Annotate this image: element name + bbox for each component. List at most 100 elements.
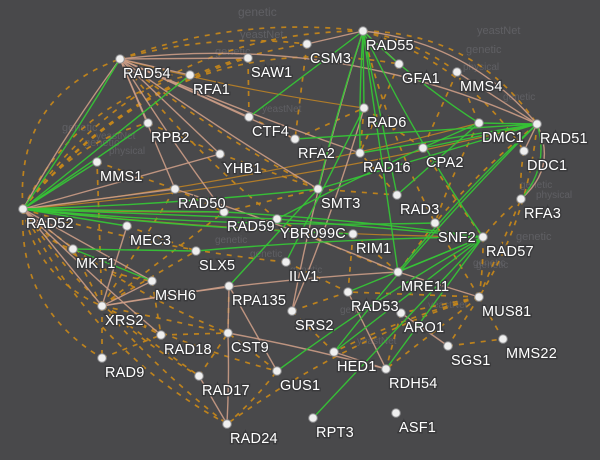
node-RPA135[interactable] — [224, 281, 234, 291]
node-label-MRE11: MRE11 — [401, 279, 449, 295]
edge-XRS2-GUS1 — [101, 305, 278, 372]
edge-RAD52-ILV1 — [22, 208, 287, 263]
node-MMS4[interactable] — [452, 67, 462, 77]
node-RAD57[interactable] — [478, 232, 488, 242]
node-label-RPB2: RPB2 — [151, 130, 190, 146]
node-CTF4[interactable] — [244, 112, 254, 122]
network-source-watermark: physical — [536, 190, 572, 201]
node-RAD52[interactable] — [18, 204, 28, 214]
edge-RAD54-RAD51 — [119, 52, 538, 125]
node-RAD51[interactable] — [532, 119, 542, 129]
node-RAD55[interactable] — [358, 26, 368, 36]
node-RAD9[interactable] — [97, 353, 107, 363]
node-DMC1[interactable] — [474, 118, 484, 128]
node-ASF1[interactable] — [391, 408, 401, 418]
node-MUS81[interactable] — [474, 292, 484, 302]
edge-MUS81-RDH54 — [385, 296, 480, 370]
node-label-GUS1: GUS1 — [280, 378, 320, 394]
edge-SRS2-RAD53 — [291, 291, 349, 312]
node-RFA3[interactable] — [516, 194, 526, 204]
edge-RAD55-SNF2 — [362, 30, 436, 224]
node-label-MSH6: MSH6 — [155, 288, 196, 304]
node-RAD53[interactable] — [343, 287, 353, 297]
node-XRS2[interactable] — [97, 301, 107, 311]
node-SNF2[interactable] — [430, 218, 440, 228]
node-GUS1[interactable] — [272, 366, 282, 376]
edge-RAD52-RPB2 — [22, 122, 149, 210]
edge-RAD51-HED1 — [333, 123, 538, 353]
edge-RAD55-CTF4 — [248, 30, 364, 118]
node-MMS1[interactable] — [92, 157, 102, 167]
node-label-RAD50: RAD50 — [178, 196, 226, 212]
node-MMS22[interactable] — [498, 334, 508, 344]
edge-RAD51-MMS4 — [456, 71, 538, 125]
node-RAD3[interactable] — [392, 190, 402, 200]
node-RIM1[interactable] — [348, 229, 358, 239]
node-label-SGS1: SGS1 — [451, 353, 491, 369]
node-MEC3[interactable] — [122, 221, 132, 231]
node-CST9[interactable] — [223, 328, 233, 338]
node-HED1[interactable] — [329, 347, 339, 357]
node-RFA2[interactable] — [290, 134, 300, 144]
node-GFA1[interactable] — [394, 59, 404, 69]
edge-RAD52-MSH6 — [22, 208, 153, 282]
node-SGS1[interactable] — [443, 341, 453, 351]
edge-RAD52-RAD54 — [21, 58, 121, 210]
edge-XRS2-RAD18 — [101, 305, 162, 336]
node-CPA2[interactable] — [418, 143, 428, 153]
node-label-RAD57: RAD57 — [486, 244, 534, 260]
edge-DMC1-RAD3 — [396, 122, 480, 196]
edge-MEC3-SLX5 — [126, 225, 197, 252]
edge-RAD52-RPB2 — [22, 122, 149, 210]
node-RAD17[interactable] — [194, 371, 204, 381]
edge-MUS81-SGS1 — [447, 296, 480, 347]
node-ILV1[interactable] — [281, 257, 291, 267]
edge-RAD52-YBR099C — [22, 208, 278, 220]
node-YHB1[interactable] — [215, 149, 225, 159]
edge-RAD54-RAD59 — [119, 58, 225, 213]
node-RFA1[interactable] — [185, 70, 195, 80]
node-RAD50[interactable] — [170, 184, 180, 194]
node-SMT3[interactable] — [313, 184, 323, 194]
node-label-MUS81: MUS81 — [482, 304, 531, 320]
node-RAD24[interactable] — [222, 419, 232, 429]
edge-CPA2-RAD57 — [422, 147, 484, 238]
edge-RFA2-RAD6 — [294, 107, 365, 140]
node-ARO1[interactable] — [396, 308, 406, 318]
edge-RAD54-SMT3 — [119, 58, 319, 190]
node-RAD6[interactable] — [359, 103, 369, 113]
node-RPB2[interactable] — [143, 118, 153, 128]
node-label-RAD24: RAD24 — [230, 431, 278, 447]
node-RAD16[interactable] — [355, 148, 365, 158]
edge-RAD57-HED1 — [333, 236, 484, 353]
node-RDH54[interactable] — [381, 364, 391, 374]
node-MSH6[interactable] — [147, 276, 157, 286]
node-SRS2[interactable] — [287, 306, 297, 316]
node-YBR099C[interactable] — [272, 214, 282, 224]
edge-RAD52-CST9 — [22, 208, 229, 334]
node-DDC1[interactable] — [519, 146, 529, 156]
node-RAD18[interactable] — [156, 330, 166, 340]
node-RAD59[interactable] — [219, 207, 229, 217]
node-label-ILV1: ILV1 — [289, 269, 319, 285]
node-label-SMT3: SMT3 — [321, 196, 360, 212]
node-SAW1[interactable] — [243, 53, 253, 63]
node-RAD54[interactable] — [115, 54, 125, 64]
node-label-RDH54: RDH54 — [389, 376, 438, 392]
node-MKT1[interactable] — [68, 244, 78, 254]
edge-MUS81-RFA3 — [478, 198, 522, 298]
edge-RAD54-CSM3 — [119, 39, 308, 60]
node-MRE11[interactable] — [393, 267, 403, 277]
network-source-watermark: yeastNet — [428, 300, 468, 311]
edge-DDC1-RFA3 — [519, 150, 525, 200]
edge-XRS2-SLX5 — [101, 250, 197, 307]
edge-RAD52-YHB1 — [22, 153, 221, 210]
node-SLX5[interactable] — [191, 246, 201, 256]
edge-RPA135-SMT3 — [228, 188, 319, 287]
edge-RAD57-SLX5 — [195, 236, 484, 252]
node-RPT3[interactable] — [308, 413, 318, 423]
node-CSM3[interactable] — [302, 39, 312, 49]
edge-RAD9-RAD18 — [101, 334, 162, 359]
